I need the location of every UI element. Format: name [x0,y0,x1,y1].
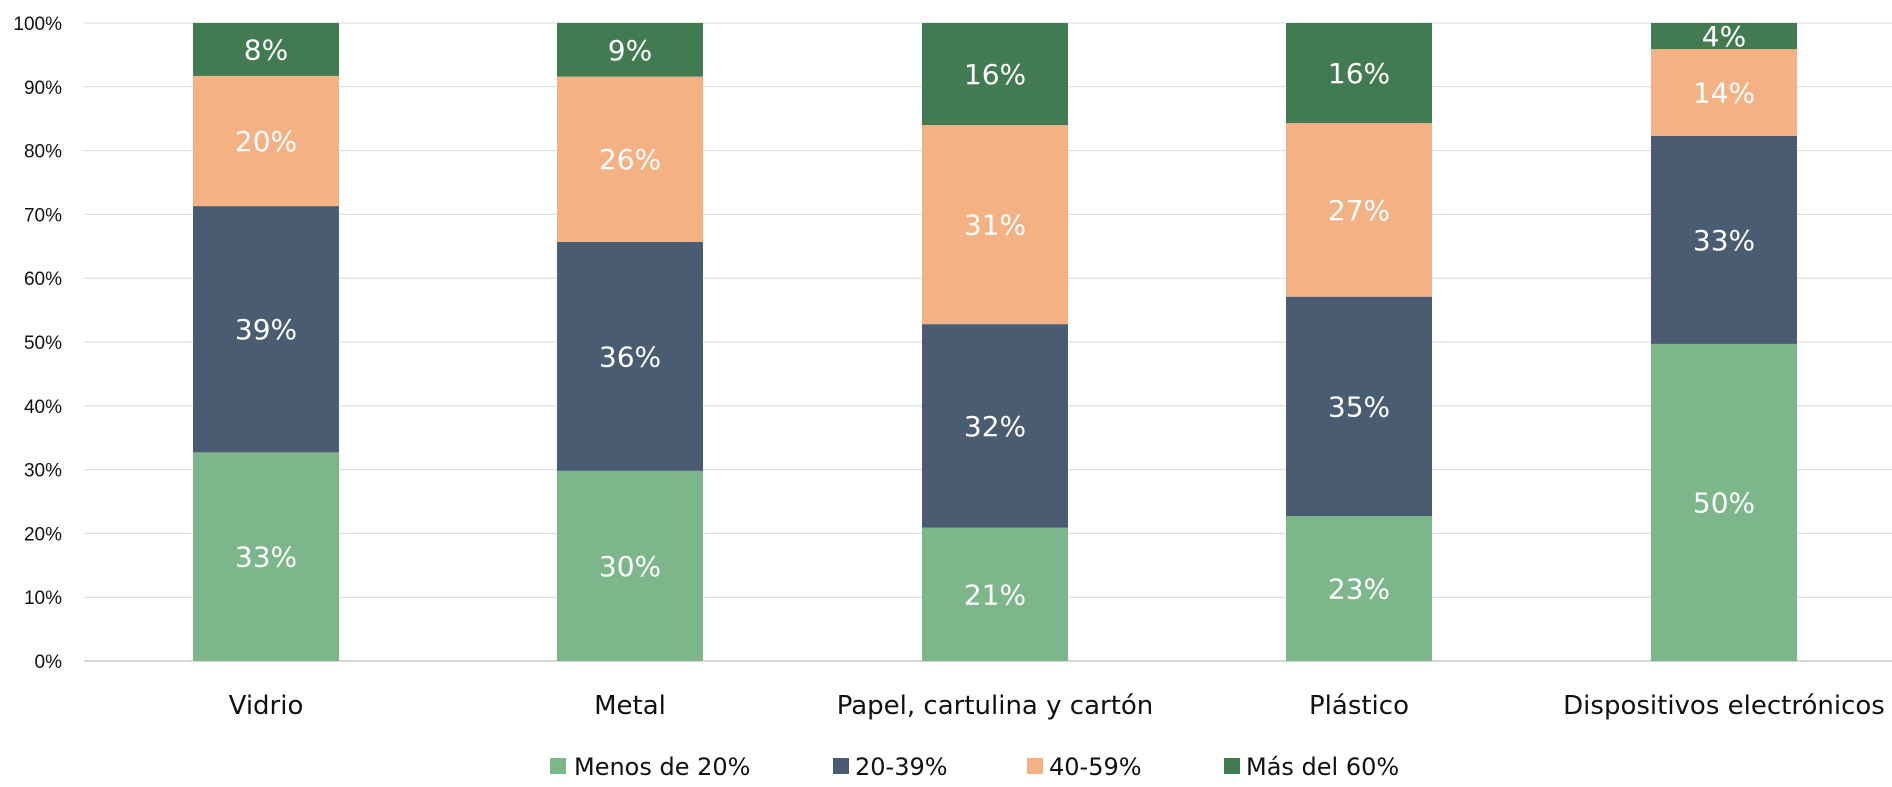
data-labels: 33% 39% 20% 8% 30% 36% 26% 9% 21% 32% 31% 16% 23% 35%… [235,20,1755,611]
bar-segment [1651,135,1797,344]
bar-segment [1651,49,1797,136]
legend-label: Más del 60% [1246,753,1399,781]
x-tick-label: Papel, cartulina y cartón [837,691,1154,721]
data-label: 16% [964,58,1026,91]
legend-item: 40-59% [1027,753,1142,781]
y-tick-label: 60% [24,269,62,290]
bar-segment [557,241,703,471]
legend: Menos de 20% 20-39% 40-59% Más del 60% [550,753,1399,781]
legend-label: 20-39% [855,753,948,781]
bar-segment [193,23,339,76]
data-label: 9% [608,34,652,67]
data-label: 35% [1328,390,1390,423]
x-tick-label: Dispositivos electrónicos [1563,691,1885,721]
data-label: 20% [235,125,297,158]
y-tick-label: 80% [24,142,62,163]
bar-segment [1286,296,1432,517]
y-tick-label: 50% [24,333,62,354]
bar-segment [193,75,339,207]
y-tick-label: 0% [35,652,63,673]
data-label: 31% [964,209,1026,242]
bar-segment [557,23,703,77]
bar-segment [557,470,703,661]
data-label: 33% [1693,224,1755,257]
x-axis: Vidrio Metal Papel, cartulina y cartón Plás… [229,691,1885,721]
data-label: 16% [1328,57,1390,90]
legend-swatch [1224,758,1240,774]
x-tick-label: Vidrio [229,691,304,721]
data-label: 14% [1693,77,1755,110]
bar-segment [1651,23,1797,50]
data-label: 23% [1328,573,1390,606]
data-label: 27% [1328,194,1390,227]
legend-swatch [833,758,849,774]
legend-swatch [550,758,566,774]
y-tick-label: 40% [24,397,62,418]
legend-label: 40-59% [1049,753,1142,781]
data-label: 36% [599,340,661,373]
data-label: 21% [964,578,1026,611]
data-label: 39% [235,313,297,346]
y-tick-label: 100% [13,14,62,35]
bar-segment [193,452,339,661]
bar-segment [1286,23,1432,124]
legend-item: Menos de 20% [550,753,750,781]
bar-segment [557,76,703,242]
legend-label: Menos de 20% [574,753,750,781]
x-tick-label: Plástico [1309,691,1409,721]
bars [193,23,1797,661]
bar-segment [1651,343,1797,661]
legend-swatch [1027,758,1043,774]
data-label: 26% [599,143,661,176]
legend-item: 20-39% [833,753,948,781]
y-axis: 0% 10% 20% 30% 40% 50% 60% 70% 80% 90% 100% [13,14,62,673]
bar-segment [922,527,1068,661]
data-label: 8% [244,33,288,66]
data-label: 30% [599,550,661,583]
y-tick-label: 10% [24,588,62,609]
bar-segment [922,125,1068,325]
x-tick-label: Metal [594,691,666,721]
legend-item: Más del 60% [1224,753,1399,781]
y-tick-label: 30% [24,461,62,482]
bar-segment [922,324,1068,528]
data-label: 50% [1693,486,1755,519]
data-label: 33% [235,541,297,574]
bar-segment [1286,516,1432,661]
y-tick-label: 70% [24,205,62,226]
bar-segment [922,23,1068,126]
data-label: 4% [1702,20,1746,53]
y-tick-label: 90% [24,78,62,99]
data-label: 32% [964,410,1026,443]
bar-segment [1286,123,1432,297]
y-tick-label: 20% [24,524,62,545]
bar-segment [193,206,339,453]
